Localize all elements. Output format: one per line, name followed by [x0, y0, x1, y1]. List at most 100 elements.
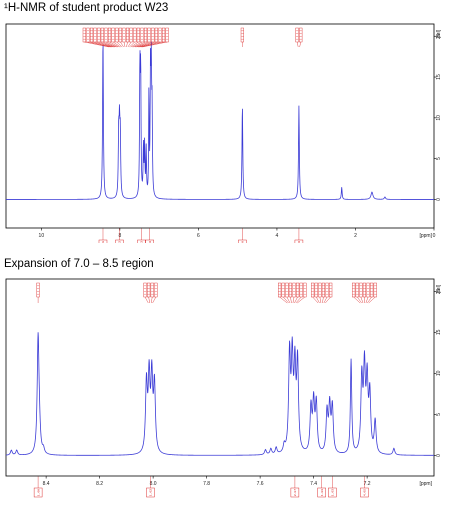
peak-label-connector	[109, 41, 120, 48]
spectrum-title: ¹H-NMR of student product W23	[4, 2, 169, 14]
peak-label-connector	[87, 41, 111, 48]
peak-label-connector	[126, 41, 128, 48]
peak-label	[311, 282, 315, 298]
peak-label-connector	[283, 296, 289, 304]
peak-label	[362, 282, 366, 298]
peak-label-connector	[367, 296, 372, 304]
peak-label-connector	[84, 41, 110, 48]
peak-label	[111, 27, 115, 43]
peak-label-connector	[150, 296, 153, 304]
spectrum-trace	[5, 332, 434, 456]
integral-box	[146, 487, 155, 498]
peak-label-group	[143, 282, 158, 304]
peak-label-connector	[360, 296, 364, 304]
integral-value: 2.00	[242, 241, 245, 243]
peak-label	[359, 282, 363, 298]
peak-label-connector	[353, 296, 361, 304]
integral-box	[115, 239, 124, 243]
x-tick-label: 8.2	[96, 481, 103, 487]
peak-label	[296, 282, 300, 298]
peak-label	[321, 282, 325, 298]
x-tick-label: 7.6	[257, 481, 264, 487]
peak-label	[122, 27, 126, 43]
integral-value: 2.07	[294, 489, 297, 496]
peak-label-connector	[113, 41, 121, 48]
peak-label-connector	[316, 296, 320, 304]
y-tick-label: 20	[436, 33, 442, 39]
x-tick-label: 8	[118, 233, 121, 239]
peak-label	[288, 282, 292, 298]
peak-label-connector	[123, 41, 126, 48]
peak-label-group	[82, 27, 169, 48]
peak-label	[295, 27, 299, 43]
expansion-panel: 8.4 8.2 8.0 7.8 7.6 7.4 7.2 [ppm] 20 15 10 5 0 [rel] 1…	[4, 273, 444, 499]
peak-label	[136, 27, 140, 43]
peak-label	[281, 282, 285, 298]
peak-label	[299, 27, 303, 43]
integral-value: 1.00	[102, 241, 105, 243]
peak-label-connector	[130, 41, 139, 48]
integral-box	[145, 239, 154, 243]
peak-label-connector	[136, 41, 153, 48]
peak-label	[314, 282, 318, 298]
y-tick-label: 5	[436, 413, 442, 416]
y-tick-label: 5	[436, 157, 442, 160]
peak-label	[373, 282, 377, 298]
peak-label-connector	[139, 41, 161, 48]
peak-label-connector	[365, 296, 369, 304]
peak-label	[36, 282, 40, 298]
peak-label-connector	[323, 296, 328, 304]
peak-label-connector	[297, 296, 305, 304]
peak-label	[158, 27, 162, 43]
peak-label-connector	[368, 296, 376, 304]
peak-label-connector	[140, 41, 164, 48]
peak-label	[154, 282, 158, 298]
spectrum-trace	[6, 41, 434, 200]
peak-label	[93, 27, 97, 43]
integral-box	[33, 487, 43, 498]
x-tick-label: 4	[276, 233, 279, 239]
integral-box	[360, 487, 369, 498]
peak-label	[129, 27, 133, 43]
peak-label	[115, 27, 119, 43]
peak-label	[303, 282, 307, 298]
peak-label-connector	[296, 41, 299, 48]
peak-label	[147, 282, 151, 298]
integral-value: 2.98	[298, 241, 301, 243]
y-tick-label: 20	[436, 288, 442, 294]
peak-label-connector	[152, 296, 157, 304]
x-tick-label: 10	[39, 233, 45, 239]
integral-box	[238, 239, 247, 243]
integral-value: 4.08	[149, 241, 152, 243]
plot-frame	[5, 23, 435, 229]
peak-label-connector	[312, 296, 319, 304]
peak-label	[325, 282, 329, 298]
integral-box	[137, 239, 146, 243]
y-tick-label: 10	[436, 370, 442, 376]
peak-label	[154, 27, 158, 43]
y-tick-label: 0	[436, 198, 442, 201]
peak-label	[240, 27, 244, 43]
peak-label-connector	[325, 296, 331, 304]
peak-label-connector	[98, 41, 116, 48]
peak-label	[355, 282, 359, 298]
y-tick-label: 15	[436, 329, 442, 335]
integral-value: 1.03	[332, 489, 335, 496]
peak-label-connector	[286, 296, 291, 304]
x-tick-label: 7.4	[310, 481, 317, 487]
peak-label	[90, 27, 94, 43]
peak-label-connector	[105, 41, 118, 48]
x-tick-label: 6	[197, 233, 200, 239]
peak-label-connector	[357, 296, 362, 304]
peak-label	[299, 282, 303, 298]
peak-label-connector	[295, 296, 302, 304]
integral-value: 1.02	[150, 489, 153, 496]
peak-label-connector	[127, 41, 132, 48]
plot-frame	[5, 278, 435, 477]
integral-value: 4.05	[364, 489, 367, 496]
peak-label	[104, 27, 108, 43]
peak-label-group	[278, 282, 307, 304]
peak-label-group	[240, 27, 244, 47]
peak-label	[108, 27, 112, 43]
peak-label	[292, 282, 296, 298]
